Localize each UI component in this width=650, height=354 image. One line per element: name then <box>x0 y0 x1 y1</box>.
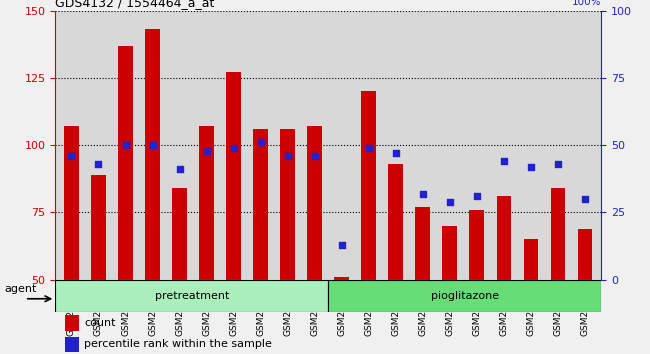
Bar <box>172 188 187 280</box>
Bar <box>361 91 376 280</box>
Bar <box>389 164 403 280</box>
Point <box>66 153 77 159</box>
Point <box>363 145 374 151</box>
Bar <box>328 280 601 312</box>
Bar <box>145 29 160 280</box>
Bar <box>254 129 268 280</box>
Point <box>472 193 482 199</box>
Bar <box>578 229 592 280</box>
Point <box>580 196 590 202</box>
Bar <box>415 207 430 280</box>
Bar <box>497 196 512 280</box>
Point <box>255 139 266 145</box>
Bar <box>118 46 133 280</box>
Point <box>228 145 239 151</box>
Text: percentile rank within the sample: percentile rank within the sample <box>84 339 272 349</box>
Point <box>148 142 158 148</box>
Text: agent: agent <box>5 284 37 293</box>
Point <box>499 159 509 164</box>
Point <box>337 242 347 247</box>
Text: GDS4132 / 1554464_a_at: GDS4132 / 1554464_a_at <box>55 0 214 10</box>
Point <box>174 166 185 172</box>
Point <box>120 142 131 148</box>
Text: pretreatment: pretreatment <box>155 291 229 301</box>
Bar <box>65 337 79 352</box>
Point <box>283 153 293 159</box>
Bar <box>91 175 106 280</box>
Bar <box>523 239 538 280</box>
Text: pioglitazone: pioglitazone <box>431 291 499 301</box>
Point <box>391 150 401 156</box>
Point <box>418 191 428 196</box>
Bar <box>199 126 214 280</box>
Bar <box>307 126 322 280</box>
Point <box>309 153 320 159</box>
Text: 100%: 100% <box>572 0 601 7</box>
Bar <box>551 188 566 280</box>
Text: count: count <box>84 318 116 328</box>
Bar <box>55 280 328 312</box>
Bar <box>334 277 349 280</box>
Bar <box>443 226 458 280</box>
Point <box>202 148 212 153</box>
Bar <box>280 129 295 280</box>
Bar <box>65 315 79 331</box>
Point <box>94 161 104 167</box>
Bar <box>64 126 79 280</box>
Point <box>552 161 563 167</box>
Point <box>526 164 536 170</box>
Bar <box>469 210 484 280</box>
Point <box>445 199 455 205</box>
Bar <box>226 73 241 280</box>
